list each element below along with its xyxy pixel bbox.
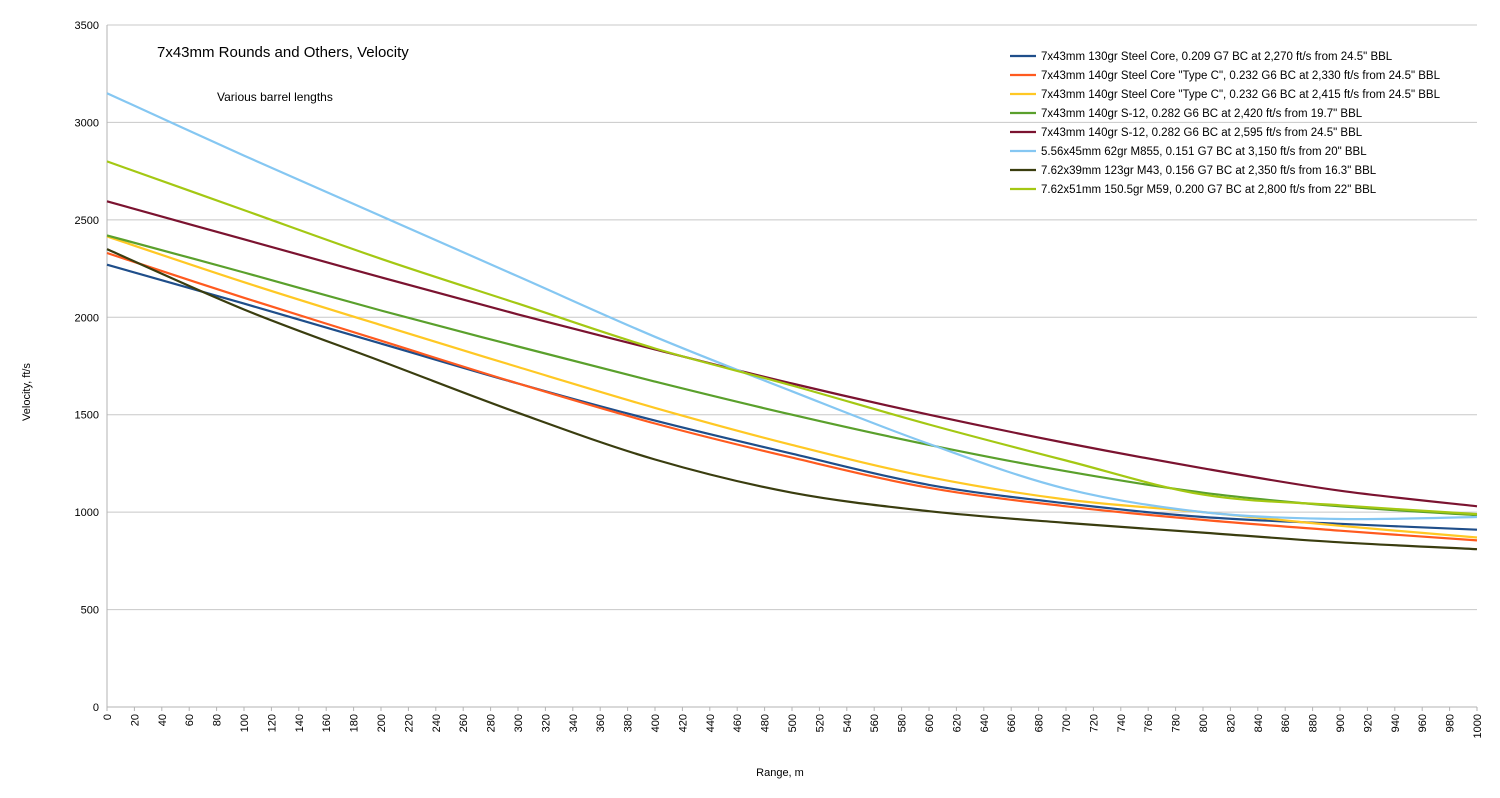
x-tick-label: 280 [486,714,498,732]
x-tick-label: 460 [732,714,744,732]
x-tick-label: 680 [1034,714,1046,732]
legend-entry: 7x43mm 140gr Steel Core "Type C", 0.232 … [1041,70,1441,82]
y-tick-label: 1000 [75,507,99,519]
chart-subtitle: Various barrel lengths [217,90,333,104]
x-tick-label: 920 [1362,714,1374,732]
y-tick-labels: 0 500 1000 1500 2000 2500 3000 3500 [75,20,99,714]
x-tick-label: 900 [1335,714,1347,732]
x-tick-label: 100 [239,714,251,732]
x-tick-label: 60 [184,714,196,726]
x-tick-label: 300 [513,714,525,732]
x-tick-label: 320 [540,714,552,732]
legend-entry: 7.62x51mm 150.5gr M59, 0.200 G7 BC at 2,… [1041,184,1377,196]
x-tick-label: 580 [897,714,909,732]
x-tick-label: 720 [1088,714,1100,732]
x-tick-label: 840 [1253,714,1265,732]
x-tick-label: 80 [212,714,224,726]
series-line [106,248,1478,551]
x-tick-label: 740 [1116,714,1128,732]
x-tick-label: 20 [129,714,141,726]
x-tick-label: 980 [1445,714,1457,732]
y-tick-label: 3000 [75,117,99,129]
series-line [106,92,1478,521]
legend-entry: 5.56x45mm 62gr M855, 0.151 G7 BC at 3,15… [1041,146,1367,158]
x-tick-label: 40 [157,714,169,726]
x-tick-label: 780 [1171,714,1183,732]
legend: 7x43mm 130gr Steel Core, 0.209 G7 BC at … [1010,51,1441,196]
y-tick-label: 3500 [75,20,99,32]
x-tick-label: 340 [568,714,580,732]
series-line [106,234,1478,517]
x-tick-labels: 0 20 40 60 80 100 120 140 160 180 200 220 240 260 280 3… [102,714,1484,738]
y-axis-label: Velocity, ft/s [21,363,33,421]
x-axis-label: Range, m [756,767,804,779]
y-tick-label: 500 [81,605,99,617]
legend-entry: 7x43mm 130gr Steel Core, 0.209 G7 BC at … [1041,51,1393,63]
x-tick-label: 420 [677,714,689,732]
x-tick-label: 520 [814,714,826,732]
x-tick-label: 600 [924,714,936,732]
x-tick-label: 480 [760,714,772,732]
x-tick-label: 860 [1280,714,1292,732]
x-tick-label: 200 [376,714,388,732]
x-tick-label: 220 [403,714,415,732]
x-tick-label: 380 [623,714,635,732]
x-tick-label: 140 [294,714,306,732]
chart-title: 7x43mm Rounds and Others, Velocity [157,44,409,61]
legend-entry: 7.62x39mm 123gr M43, 0.156 G7 BC at 2,35… [1041,165,1377,177]
x-tick-label: 400 [650,714,662,732]
x-tick-label: 700 [1061,714,1073,732]
x-tick-label: 160 [321,714,333,732]
x-tick-label: 660 [1006,714,1018,732]
x-tick-label: 620 [951,714,963,732]
x-tick-label: 760 [1143,714,1155,732]
y-tick-label: 2000 [75,312,99,324]
x-tick-label: 880 [1308,714,1320,732]
x-tick-label: 540 [842,714,854,732]
series-line [106,160,1478,516]
legend-entry: 7x43mm 140gr S-12, 0.282 G6 BC at 2,595 … [1041,127,1363,139]
x-tick-label: 180 [349,714,361,732]
x-tick-label: 1000 [1472,714,1484,738]
y-tick-label: 0 [93,702,99,714]
x-tick-label: 360 [595,714,607,732]
legend-entry: 7x43mm 140gr Steel Core "Type C", 0.232 … [1041,89,1441,101]
y-tick-label: 1500 [75,410,99,422]
series-lines [106,92,1478,551]
axes [106,25,1478,711]
x-tick-label: 820 [1225,714,1237,732]
x-tick-label: 640 [979,714,991,732]
x-tick-label: 800 [1198,714,1210,732]
x-tick-label: 560 [869,714,881,732]
x-tick-label: 260 [458,714,470,732]
series-line [106,200,1478,508]
x-tick-label: 240 [431,714,443,732]
y-tick-label: 2500 [75,215,99,227]
series-line [106,251,1478,542]
x-tick-label: 440 [705,714,717,732]
x-tick-label: 500 [787,714,799,732]
series-line [106,263,1478,531]
x-tick-label: 120 [266,714,278,732]
x-tick-label: 940 [1390,714,1402,732]
legend-entry: 7x43mm 140gr S-12, 0.282 G6 BC at 2,420 … [1041,108,1363,120]
x-tick-label: 960 [1417,714,1429,732]
x-tick-label: 0 [102,714,114,720]
gridlines [107,24,1477,708]
